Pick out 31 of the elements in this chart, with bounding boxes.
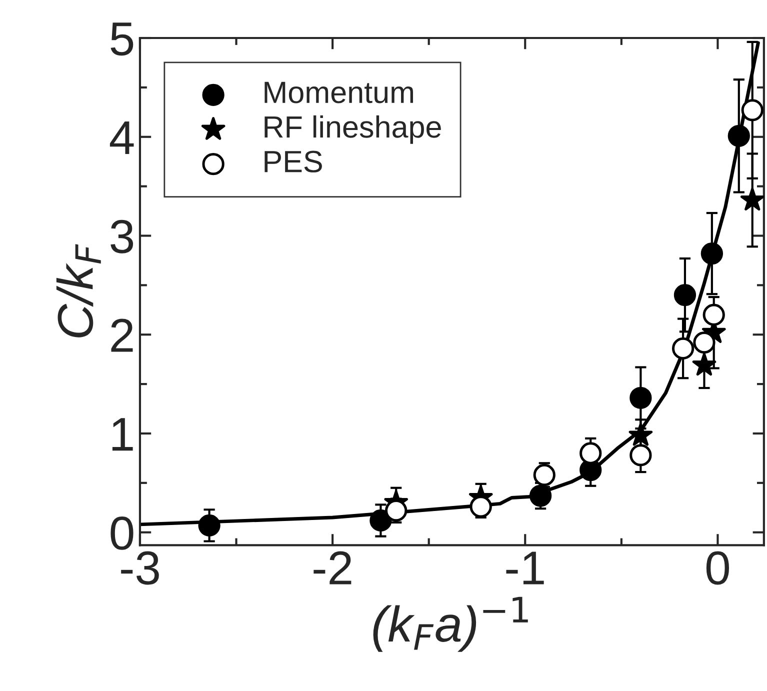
x-tick-label: -2 — [314, 551, 352, 584]
point — [692, 352, 716, 376]
point — [630, 444, 652, 466]
point — [674, 284, 696, 306]
point — [702, 304, 725, 326]
x-tick-label: -1 — [506, 552, 544, 584]
point — [741, 99, 764, 122]
y-tick-label: 4 — [110, 121, 134, 154]
x-tick-label: 0 — [706, 551, 729, 585]
point — [728, 124, 750, 147]
point — [672, 337, 694, 360]
y-tick-label: 0 — [110, 516, 134, 550]
y-tick-label: 1 — [112, 418, 133, 451]
point — [630, 386, 652, 409]
y-tick-label: 2 — [111, 318, 133, 352]
point — [628, 423, 653, 446]
y-tick-label: 5 — [110, 22, 134, 56]
x-tick-label: -3 — [121, 551, 159, 585]
y-axis-title: C/k$_{F}$ — [56, 244, 101, 338]
point — [533, 464, 556, 486]
point — [529, 484, 552, 507]
y-tick-label: 3 — [110, 220, 134, 254]
x-axis-title: (k$_{F}$a)$^{−1}$ — [373, 596, 528, 652]
point — [700, 242, 724, 265]
point — [693, 331, 716, 354]
point — [370, 509, 392, 532]
legend-label: Momentum — [264, 82, 414, 104]
point — [198, 514, 220, 536]
legend-label: RF lineshape — [264, 115, 441, 144]
legend-label: PES — [264, 150, 322, 172]
point — [740, 188, 764, 210]
